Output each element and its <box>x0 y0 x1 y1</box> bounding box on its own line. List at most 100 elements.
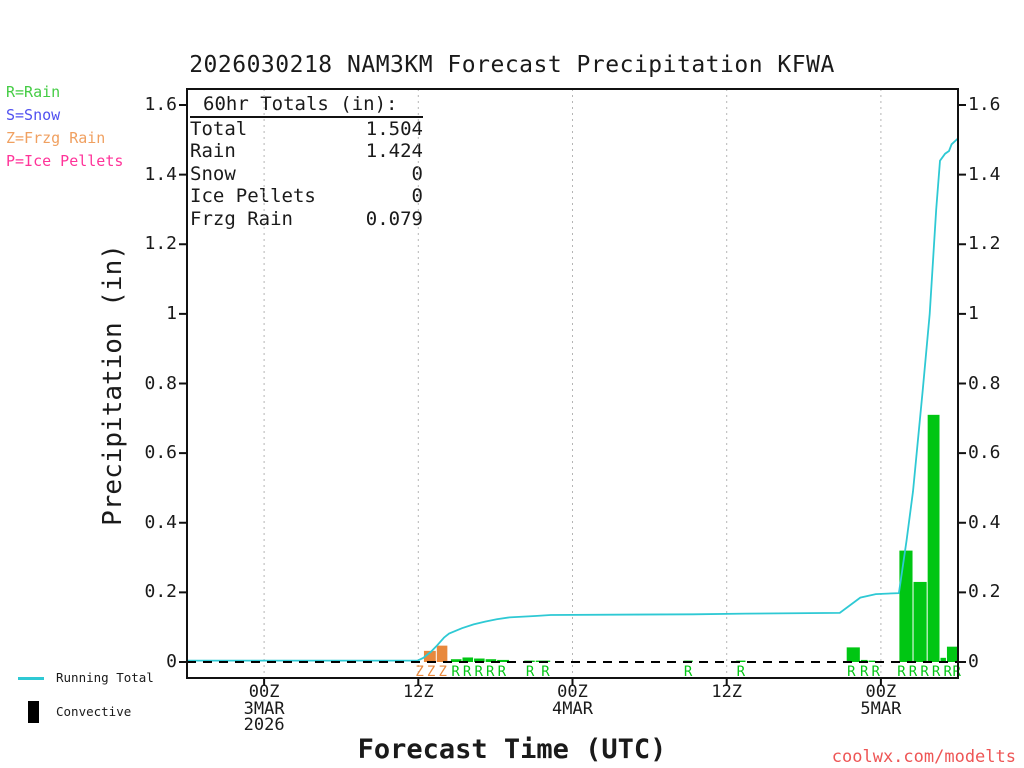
x-tick-line: 00Z <box>865 682 897 702</box>
totals-value: 0 <box>411 185 423 208</box>
y-tick-label: 1.2 <box>968 233 1001 255</box>
y-tick-label: 0.6 <box>144 442 177 464</box>
x-tick-line: 12Z <box>402 682 434 702</box>
x-tick-line: 2026 <box>243 715 285 735</box>
y-tick-label: 1 <box>166 302 177 324</box>
x-tick-label: 00Z 3MAR 2026 <box>204 684 324 734</box>
y-tick-label: 1 <box>968 302 979 324</box>
running-total-label: Running Total <box>56 670 154 685</box>
totals-row-snow: Snow 0 <box>190 163 423 185</box>
precip-type-letter: R <box>952 664 961 680</box>
rain-bar <box>485 659 497 662</box>
y-tick-label: 0.6 <box>968 442 1001 464</box>
totals-label: Ice Pellets <box>190 185 316 208</box>
precip-type-letter: R <box>944 664 953 680</box>
x-tick-label: 12Z <box>358 684 478 701</box>
precip-type-letter: R <box>897 664 906 680</box>
totals-label: Frzg Rain <box>190 207 293 230</box>
precip-type-legend: R=Rain S=Snow Z=Frzg Rain P=Ice Pellets <box>6 81 123 173</box>
totals-label: Snow <box>190 162 236 185</box>
precip-type-letter: R <box>463 664 472 680</box>
precip-type-letter: Z <box>427 664 435 680</box>
precip-type-letter: R <box>526 664 535 680</box>
rain-bar <box>946 646 958 662</box>
rain-bar <box>899 550 913 662</box>
running-total-line-swatch <box>18 677 44 680</box>
x-tick-line: 4MAR <box>552 698 593 719</box>
x-tick-label: 00Z 4MAR <box>513 684 633 717</box>
totals-label: Rain <box>190 140 236 163</box>
y-tick-label: 0.4 <box>144 511 177 533</box>
y-tick-label: 0.8 <box>144 372 177 394</box>
y-tick-label: 1.4 <box>968 163 1001 185</box>
frzg-bar <box>436 645 448 662</box>
totals-value: 0.079 <box>365 207 423 230</box>
y-tick-label: 0 <box>968 651 979 672</box>
legend-item-frzg-rain: Z=Frzg Rain <box>6 129 106 147</box>
x-axis-title: Forecast Time (UTC) <box>357 734 667 765</box>
y-tick-label: 1.4 <box>144 163 177 185</box>
frzg-bar <box>423 650 436 662</box>
y-tick-label: 1.2 <box>144 233 177 255</box>
legend-item-rain: R=Rain <box>6 83 61 101</box>
rain-bar <box>913 581 927 662</box>
legend-item-ice-pellets: P=Ice Pellets <box>6 152 124 170</box>
x-tick-label: 00Z 5MAR <box>821 684 941 717</box>
x-tick-line: 5MAR <box>860 698 902 719</box>
y-tick-label: 0.2 <box>968 581 1001 603</box>
totals-value: 1.504 <box>365 118 423 140</box>
precip-type-letter: R <box>541 664 550 680</box>
y-tick-label: 0.4 <box>968 511 1001 533</box>
convective-label: Convective <box>56 704 132 719</box>
rain-bar <box>497 659 510 662</box>
x-tick-label: 12Z <box>667 684 787 701</box>
rain-bar <box>940 657 946 662</box>
totals-box: 60hr Totals (in): Total 1.504 Rain 1.424… <box>190 93 423 230</box>
precip-type-letter: R <box>920 664 929 680</box>
y-tick-label: 1.6 <box>144 94 177 115</box>
rain-bar <box>927 414 940 662</box>
y-tick-label: 1.6 <box>968 94 1001 115</box>
y-tick-label: 0.2 <box>144 581 177 603</box>
precip-type-letter: R <box>684 664 693 680</box>
x-tick-line: 00Z <box>248 682 280 702</box>
totals-row-frzg-rain: Frzg Rain 0.079 <box>190 208 423 230</box>
legend-item-snow: S=Snow <box>6 106 61 124</box>
precip-type-letter: R <box>498 664 507 680</box>
precip-type-letter: R <box>932 664 941 680</box>
precip-type-letter: R <box>872 664 881 680</box>
y-tick-label: 0.8 <box>968 372 1001 394</box>
totals-row-ice-pellets: Ice Pellets 0 <box>190 185 423 207</box>
y-tick-label: 0 <box>166 651 177 672</box>
page-title: 2026030218 NAM3KM Forecast Precipitation… <box>189 52 835 78</box>
precip-type-letter: R <box>847 664 856 680</box>
totals-value: 1.424 <box>365 140 423 163</box>
totals-header: 60hr Totals (in): <box>190 93 423 118</box>
x-tick-line: 00Z <box>557 682 588 702</box>
totals-row-total: Total 1.504 <box>190 118 423 140</box>
rain-bar <box>474 658 485 662</box>
watermark: coolwx.com/modelts <box>831 747 1016 767</box>
rain-bar <box>868 660 876 662</box>
x-tick-line: 12Z <box>711 682 743 702</box>
precip-type-letter: R <box>486 664 495 680</box>
x-tick-line: 3MAR <box>243 698 285 719</box>
rain-bar <box>450 659 462 662</box>
rain-bar <box>736 660 746 662</box>
precip-type-letter: R <box>909 664 918 680</box>
precip-type-letter: R <box>860 664 869 680</box>
rain-bar <box>846 647 860 662</box>
precip-type-letter: R <box>737 664 746 680</box>
convective-bar-swatch <box>28 701 39 723</box>
precip-type-letter: R <box>474 664 483 680</box>
rain-bar <box>860 659 868 662</box>
totals-row-rain: Rain 1.424 <box>190 140 423 162</box>
precip-type-letter: Z <box>438 664 446 680</box>
totals-label: Total <box>190 118 248 140</box>
totals-value: 0 <box>411 162 423 185</box>
running-total-line <box>187 137 959 662</box>
precip-type-letter: R <box>451 664 460 680</box>
rain-bar <box>462 657 474 662</box>
